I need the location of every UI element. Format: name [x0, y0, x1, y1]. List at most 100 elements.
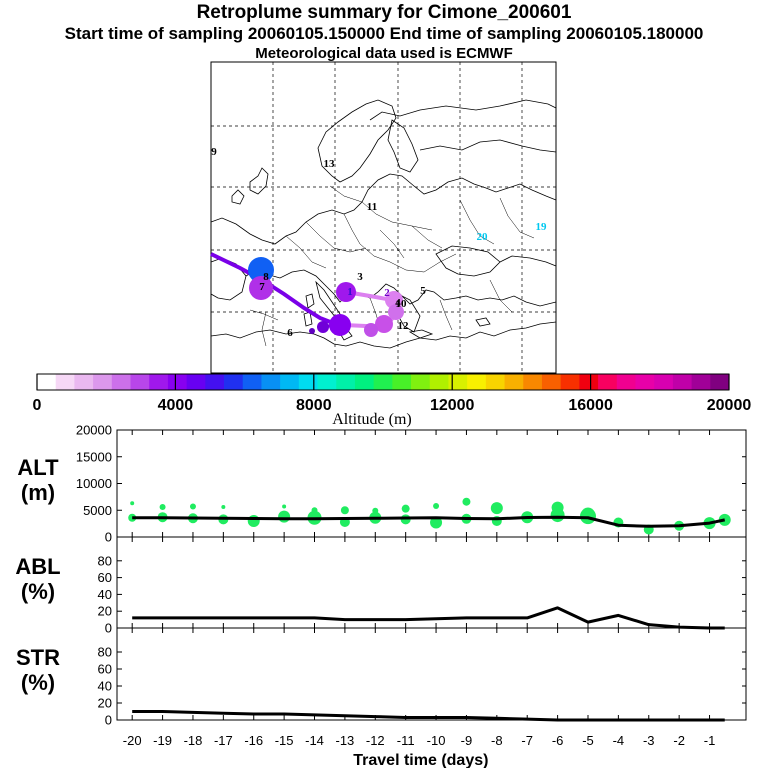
map-day-label: 10 — [396, 298, 408, 310]
x-tick-label: -13 — [336, 733, 355, 748]
panel-label: STR — [16, 645, 60, 670]
plume-circle — [364, 323, 378, 337]
panel-unit: (%) — [21, 670, 55, 695]
altitude-point — [340, 506, 349, 515]
map-day-label: 6 — [287, 327, 293, 339]
colorbar-swatch — [523, 374, 543, 390]
panel-frame — [116, 627, 747, 721]
y-tick-label: 0 — [105, 530, 112, 545]
y-tick-label: 20 — [98, 696, 112, 711]
colorbar-swatch — [74, 374, 94, 390]
time-series-panels: 05000100001500020000ALT(m)020406080ABL(%… — [15, 423, 747, 768]
colorbar-swatch — [37, 374, 57, 390]
colorbar-swatch — [467, 374, 487, 390]
series-line-alt — [132, 515, 726, 528]
colorbar-swatch — [691, 374, 711, 390]
colorbar-swatch — [298, 374, 318, 390]
series-line-str — [132, 710, 725, 722]
x-tick-label: -4 — [613, 733, 625, 748]
x-tick-label: -20 — [123, 733, 142, 748]
x-tick-label: -17 — [214, 733, 233, 748]
altitude-point — [159, 504, 166, 511]
colorbar-swatch — [560, 374, 580, 390]
colorbar-swatch — [448, 374, 468, 390]
colorbar-swatch — [541, 374, 562, 390]
plume-circle — [329, 314, 351, 336]
y-tick-label: 10000 — [76, 476, 112, 491]
map-day-label: 7 — [259, 281, 265, 293]
colorbar-swatch — [635, 374, 655, 390]
colorbar-swatch — [93, 374, 113, 390]
x-tick-label: -7 — [521, 733, 533, 748]
panel-abl: 0 20 40 60 80 ABL(%) — [15, 536, 747, 636]
panel-label: ALT — [17, 455, 59, 480]
colorbar-swatch — [598, 374, 618, 390]
altitude-point — [189, 503, 196, 510]
panel-frame — [116, 536, 747, 629]
plume-circle — [388, 304, 404, 320]
y-tick-label: 5000 — [83, 503, 112, 518]
x-tick-label: -1 — [704, 733, 716, 748]
colorbar-swatch — [672, 374, 692, 390]
plume-circle — [248, 257, 274, 283]
colorbar-tick-label: 0 — [33, 397, 42, 414]
colorbar-swatch — [485, 374, 505, 390]
altitude-point — [130, 501, 135, 506]
map-day-label: 19 — [536, 221, 548, 233]
borders — [249, 185, 535, 347]
x-tick-label: -15 — [275, 733, 294, 748]
x-tick-label: -9 — [461, 733, 473, 748]
colorbar-swatch — [130, 374, 150, 390]
colorbar-swatch — [392, 374, 412, 390]
colorbar-swatch — [261, 374, 281, 390]
colorbar-tick-label: 16000 — [568, 397, 613, 414]
map-day-label: 12 — [398, 320, 410, 332]
trajectory-west — [210, 252, 339, 327]
colorbar-swatch — [336, 374, 356, 390]
map-day-label: 9 — [211, 146, 217, 158]
x-tick-label: -12 — [366, 733, 385, 748]
colorbar-swatch — [224, 374, 244, 390]
altitude-point — [462, 497, 471, 506]
series-line-abl — [132, 606, 725, 630]
plume-circle — [375, 315, 393, 333]
x-tick-label: -11 — [397, 733, 415, 748]
map-day-label: 5 — [420, 285, 426, 297]
y-tick-label: 0 — [105, 713, 112, 728]
map-day-label: 3 — [357, 271, 363, 283]
chart-title: Retroplume summary for Cimone_200601 — [196, 2, 572, 23]
x-axis-label: Travel time (days) — [353, 752, 488, 768]
map-day-label: 2 — [384, 287, 390, 299]
plume-circle — [309, 328, 315, 334]
colorbar-tick-label: 20000 — [707, 397, 752, 414]
y-tick-label: 60 — [98, 662, 112, 677]
altitude-point — [247, 514, 260, 527]
x-tick-label: -19 — [153, 733, 172, 748]
map-day-label: 11 — [367, 201, 377, 213]
colorbar-swatch — [579, 374, 599, 390]
colorbar-swatch — [411, 374, 431, 390]
y-tick-label: 80 — [98, 645, 112, 660]
colorbar-swatch — [280, 374, 300, 390]
panel-unit: (m) — [21, 480, 55, 505]
colorbar-tick-label: 8000 — [296, 397, 332, 414]
colorbar-swatch — [504, 374, 524, 390]
colorbar-swatch — [354, 374, 375, 390]
colorbar-swatch — [242, 374, 262, 390]
colorbar-swatch — [186, 374, 206, 390]
colorbar-swatch — [317, 374, 337, 390]
map-day-label: 8 — [263, 271, 269, 283]
x-tick-label: -18 — [184, 733, 203, 748]
altitude-colorbar: 0 4000 8000 12000 16000 20000 Altitude (m) — [33, 373, 752, 428]
sampling-times: Start time of sampling 20060105.150000 E… — [64, 24, 704, 43]
map-day-label: 20 — [477, 231, 489, 243]
map-day-label: 1 — [347, 286, 353, 298]
plume-circle — [249, 276, 273, 300]
y-tick-label: 40 — [98, 587, 112, 602]
map-day-label: 4 — [395, 297, 401, 309]
colorbar-swatch — [55, 374, 75, 390]
colorbar-swatch — [111, 374, 131, 390]
colorbar-swatch — [710, 374, 730, 390]
